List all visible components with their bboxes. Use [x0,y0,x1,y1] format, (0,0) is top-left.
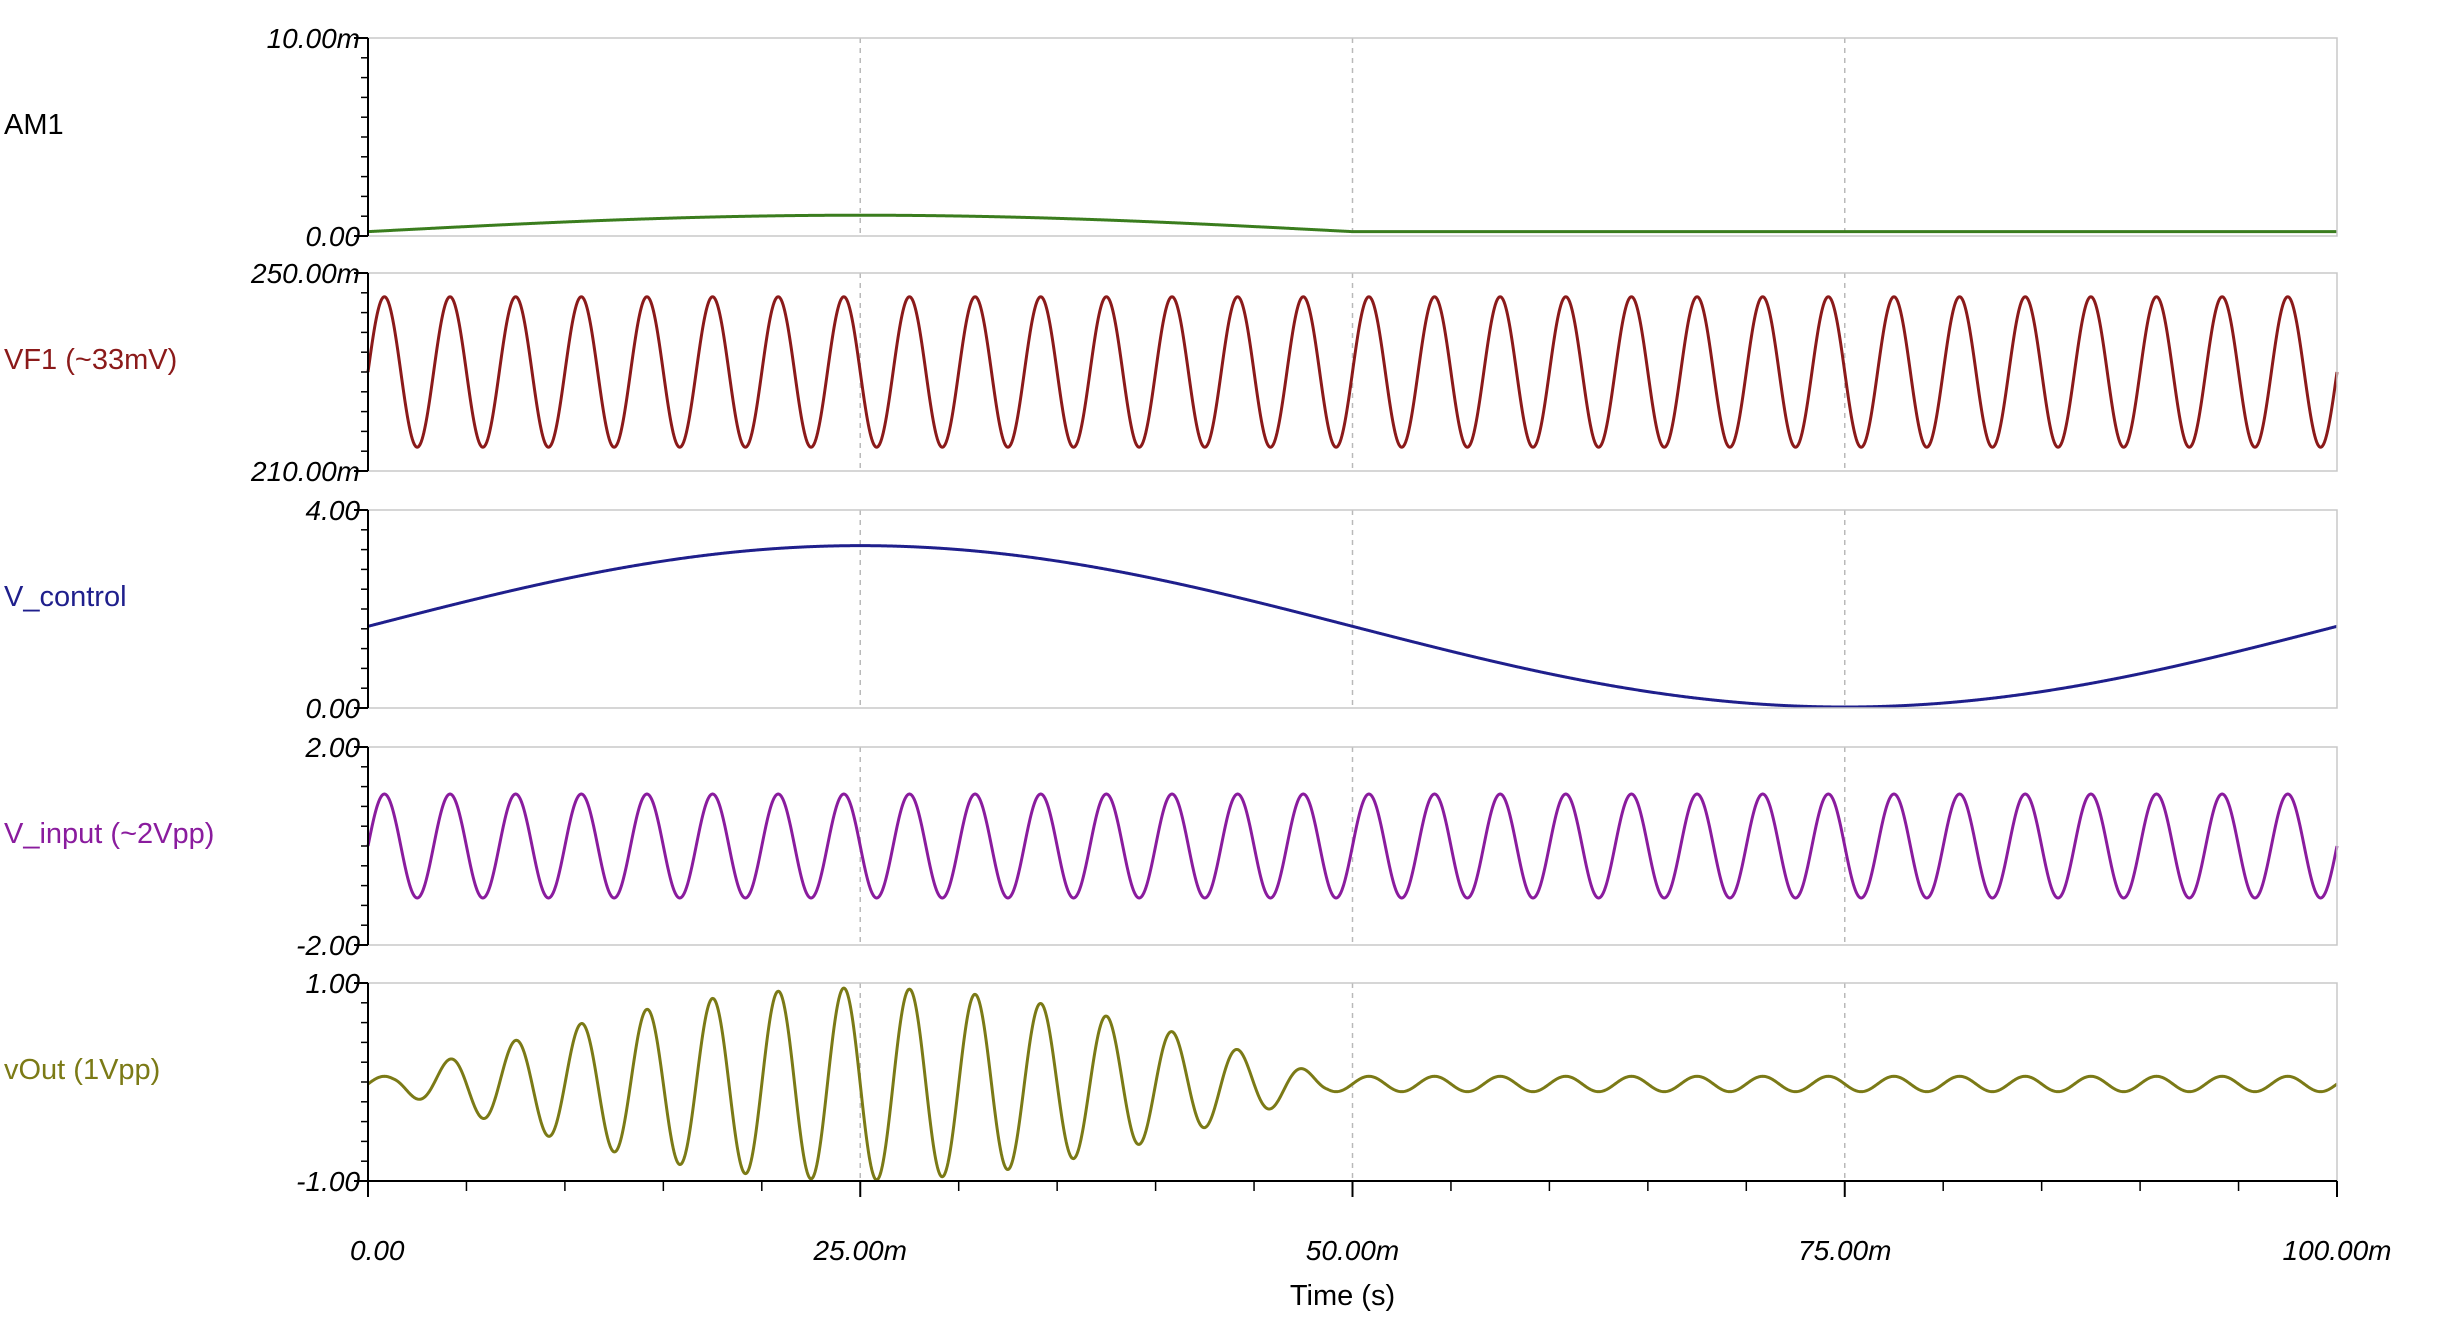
series-line [366,295,2339,449]
series-line [367,213,2338,234]
series-label: V_control [4,581,127,613]
series-label: VF1 (~33mV) [4,344,177,376]
y-tick-label: 1.00 [306,968,361,999]
x-tick-label: 25.00m [813,1235,907,1266]
y-tick-label: -2.00 [296,930,360,961]
y-tick-label: 210.00m [250,456,360,487]
series-label: vOut (1Vpp) [4,1054,160,1086]
series-line [367,544,2338,709]
x-tick-label: 75.00m [1798,1235,1891,1266]
x-tick-label: 50.00m [1306,1235,1399,1266]
x-tick-label: 0.00 [350,1235,405,1266]
series-label: V_input (~2Vpp) [4,818,214,850]
y-tick-label: -1.00 [296,1166,360,1197]
series-label: AM1 [4,109,64,141]
panel-frame [368,509,2338,709]
trace-layer [366,213,2339,1182]
y-tick-label: 0.00 [306,221,361,252]
y-tick-label: 0.00 [306,693,361,724]
y-tick-label: 10.00m [267,23,360,54]
panel-frame [368,746,2338,946]
y-tick-label: 2.00 [305,732,361,763]
label-layer: 10.00m 0.00 AM1 250.00m 210.00m VF1 (~33mV) 4.… [4,23,2391,1312]
series-line [366,792,2339,900]
y-tick-label: 250.00m [250,258,360,289]
panel-frame [368,37,2338,237]
grid-layer [859,38,1846,1181]
x-tick-label: 100.00m [2283,1235,2392,1266]
panel-frame [368,272,2338,472]
y-tick-label: 4.00 [306,495,361,526]
axes-layer [354,37,2338,1197]
series-line [367,986,2338,1182]
x-axis-title: Time (s) [1290,1280,1395,1312]
